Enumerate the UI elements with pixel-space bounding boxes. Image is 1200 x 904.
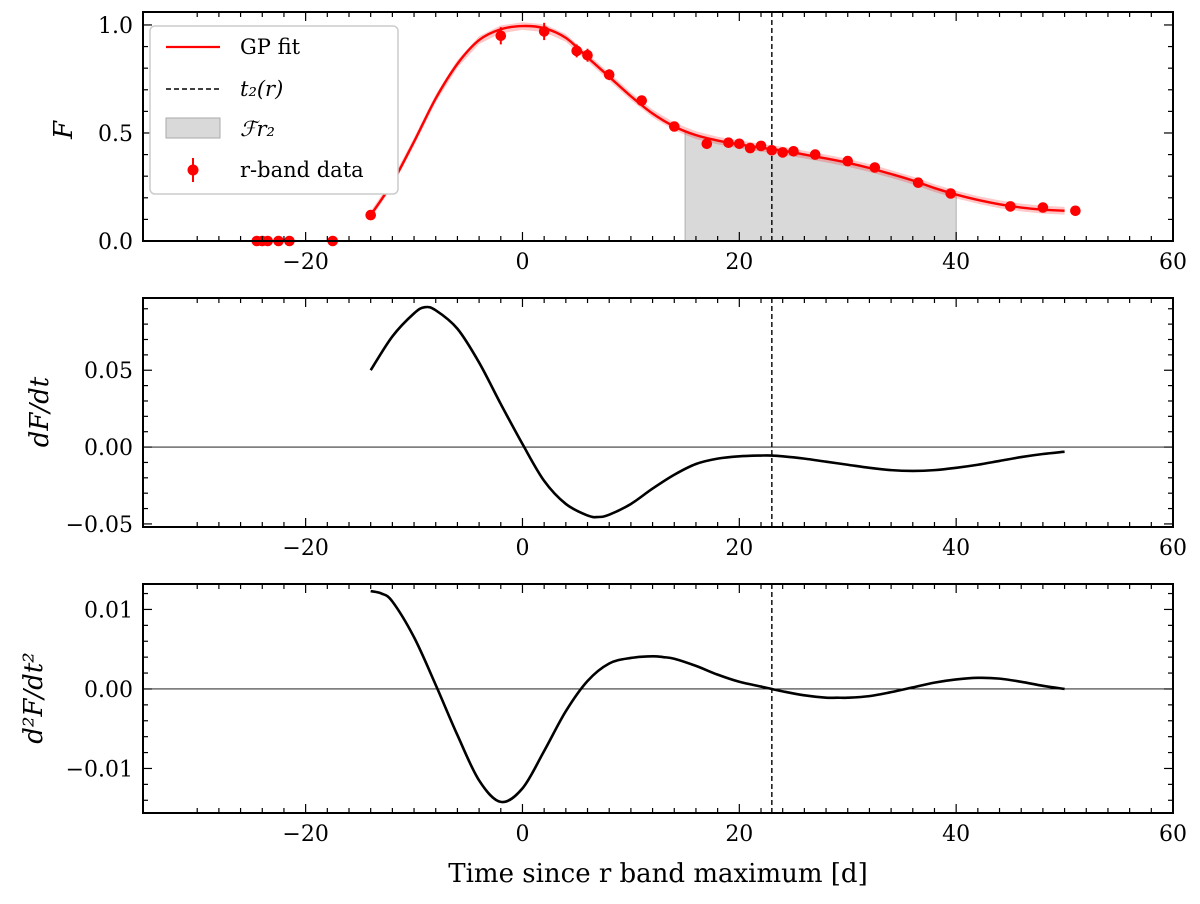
data-point bbox=[669, 121, 680, 132]
data-point bbox=[538, 26, 550, 37]
second-derivative-ylabel: d²F/dt² bbox=[19, 652, 49, 743]
x-tick-label: 20 bbox=[725, 250, 753, 275]
data-point bbox=[571, 45, 582, 57]
first-derivative-ticks: −20 0 20 40 60 −0.05 0.00 0.05 bbox=[66, 298, 1187, 561]
legend: GP fit t₂(r) ℱr₂ r-band data bbox=[149, 25, 399, 195]
legend-point-marker bbox=[187, 164, 199, 176]
x-tick-label: 20 bbox=[725, 536, 753, 561]
data-point bbox=[1005, 201, 1016, 212]
y-tick-label: 0.5 bbox=[98, 122, 133, 147]
first-derivative-ylabel: dF/dt bbox=[25, 376, 55, 447]
flux-panel-frame bbox=[142, 11, 1174, 242]
x-tick-label: 40 bbox=[942, 250, 970, 275]
x-tick-label: 40 bbox=[942, 822, 970, 847]
y-tick-label: 1.0 bbox=[98, 14, 133, 39]
y-tick-label: −0.05 bbox=[66, 513, 133, 538]
data-point bbox=[603, 69, 615, 80]
data-point bbox=[723, 137, 734, 148]
data-point bbox=[734, 138, 745, 150]
legend-patch-marker bbox=[165, 117, 221, 139]
legend-box bbox=[149, 25, 399, 195]
data-point bbox=[636, 95, 647, 106]
x-tick-label: −20 bbox=[282, 536, 328, 561]
data-point bbox=[701, 138, 713, 150]
x-tick-label: 0 bbox=[515, 822, 529, 847]
x-tick-label: 60 bbox=[1159, 536, 1187, 561]
second-derivative-plot-area bbox=[143, 584, 1173, 813]
x-tick-label: −20 bbox=[282, 250, 328, 275]
first-derivative-panel: −20 0 20 40 60 −0.05 0.00 0.05 dF/dt bbox=[25, 297, 1187, 561]
x-tick-label: 20 bbox=[725, 822, 753, 847]
second-derivative-ticks: −20 0 20 40 60 −0.01 0.00 0.01 bbox=[66, 584, 1187, 847]
y-tick-label: −0.01 bbox=[66, 757, 133, 782]
data-point bbox=[582, 49, 593, 61]
xlabel: Time since r band maximum [d] bbox=[448, 859, 867, 889]
x-tick-label: −20 bbox=[282, 822, 328, 847]
derivative-curve bbox=[369, 305, 1065, 519]
x-tick-label: 0 bbox=[515, 536, 529, 561]
legend-label-fr2: ℱr₂ bbox=[240, 117, 275, 141]
data-point bbox=[766, 145, 778, 156]
legend-label-t2: t₂(r) bbox=[240, 77, 283, 101]
second-derivative-panel-frame bbox=[142, 583, 1174, 814]
flux-plot-area bbox=[251, 12, 1081, 247]
flux-panel: −20 0 20 40 60 0.0 0.5 1.0 F GP fit t₂(r) ℱr₂ r… bbox=[49, 11, 1187, 275]
data-point bbox=[1070, 205, 1081, 217]
data-point bbox=[788, 146, 799, 157]
data-point bbox=[912, 177, 924, 188]
flux-ticks: −20 0 20 40 60 0.0 0.5 1.0 bbox=[98, 12, 1187, 275]
flux-ylabel: F bbox=[49, 120, 79, 140]
data-point bbox=[945, 188, 956, 199]
data-point bbox=[365, 209, 377, 221]
x-tick-label: 60 bbox=[1159, 822, 1187, 847]
data-point bbox=[1037, 202, 1049, 213]
y-tick-label: 0.05 bbox=[84, 359, 133, 384]
first-derivative-panel-frame bbox=[142, 297, 1174, 528]
x-tick-label: 0 bbox=[515, 250, 529, 275]
legend-label-gp-fit: GP fit bbox=[240, 35, 301, 59]
data-point bbox=[842, 155, 853, 167]
first-derivative-plot-area bbox=[143, 298, 1173, 527]
y-tick-label: 0.00 bbox=[84, 678, 133, 703]
derivative-curve bbox=[370, 589, 1065, 804]
legend-label-r-band-data: r-band data bbox=[240, 158, 364, 182]
second-derivative-panel: −20 0 20 40 60 −0.01 0.00 0.01 d²F/dt² Time sin… bbox=[19, 583, 1187, 889]
y-tick-label: 0.00 bbox=[84, 436, 133, 461]
data-point bbox=[869, 162, 881, 173]
y-tick-label: 0.0 bbox=[98, 230, 133, 255]
x-tick-label: 60 bbox=[1159, 250, 1187, 275]
data-point bbox=[495, 30, 507, 42]
y-tick-label: 0.01 bbox=[84, 598, 133, 623]
x-tick-label: 40 bbox=[942, 536, 970, 561]
data-point bbox=[809, 149, 821, 160]
data-point bbox=[744, 142, 756, 154]
data-point bbox=[755, 140, 767, 152]
data-point bbox=[777, 147, 788, 158]
